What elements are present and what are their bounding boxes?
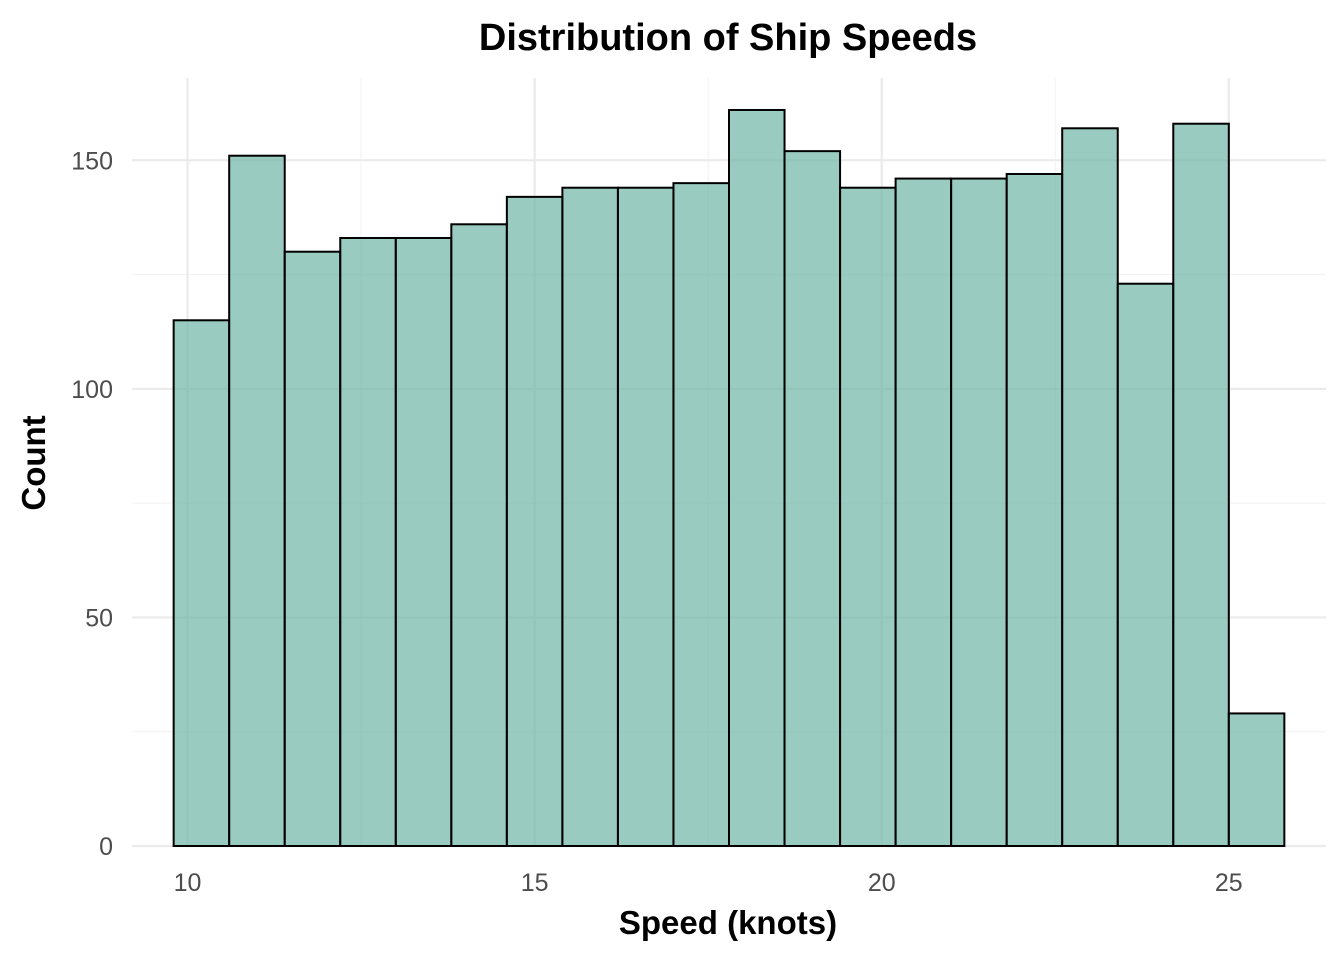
histogram-bar bbox=[839, 186, 897, 847]
chart-title: Distribution of Ship Speeds bbox=[479, 17, 977, 59]
histogram-bar bbox=[339, 237, 397, 847]
histogram-bar bbox=[1227, 712, 1286, 848]
y-tick-label: 150 bbox=[71, 147, 113, 175]
histogram-bar bbox=[228, 154, 286, 847]
histogram-bar bbox=[672, 182, 730, 847]
histogram-bar bbox=[450, 223, 508, 848]
y-tick-label: 0 bbox=[99, 833, 113, 861]
histogram-bar bbox=[394, 237, 453, 847]
histogram-bar bbox=[561, 186, 619, 847]
histogram-bar bbox=[1116, 282, 1175, 847]
histogram-bar bbox=[950, 177, 1008, 848]
x-tick-label: 20 bbox=[868, 869, 896, 897]
y-tick-label: 100 bbox=[71, 376, 113, 404]
bars bbox=[172, 109, 1286, 848]
histogram-bar bbox=[894, 177, 953, 848]
x-tick-labels: 10 15 20 25 bbox=[174, 869, 1243, 897]
histogram-bar bbox=[505, 195, 564, 848]
y-tick-label: 50 bbox=[85, 604, 113, 632]
histogram-bar bbox=[1061, 127, 1119, 848]
histogram-bar bbox=[1172, 122, 1230, 847]
x-tick-label: 25 bbox=[1215, 869, 1243, 897]
histogram-bar bbox=[1005, 173, 1064, 847]
histogram-bar bbox=[783, 150, 842, 847]
y-axis-title: Count bbox=[15, 415, 52, 510]
histogram-bar bbox=[728, 109, 786, 847]
histogram-bar bbox=[172, 319, 231, 847]
y-tick-labels: 0 50 100 150 bbox=[71, 147, 113, 861]
histogram-bar bbox=[283, 250, 342, 847]
x-tick-label: 10 bbox=[174, 869, 202, 897]
x-tick-label: 15 bbox=[521, 869, 549, 897]
histogram-bar bbox=[616, 186, 675, 847]
x-axis-title: Speed (knots) bbox=[619, 904, 837, 941]
